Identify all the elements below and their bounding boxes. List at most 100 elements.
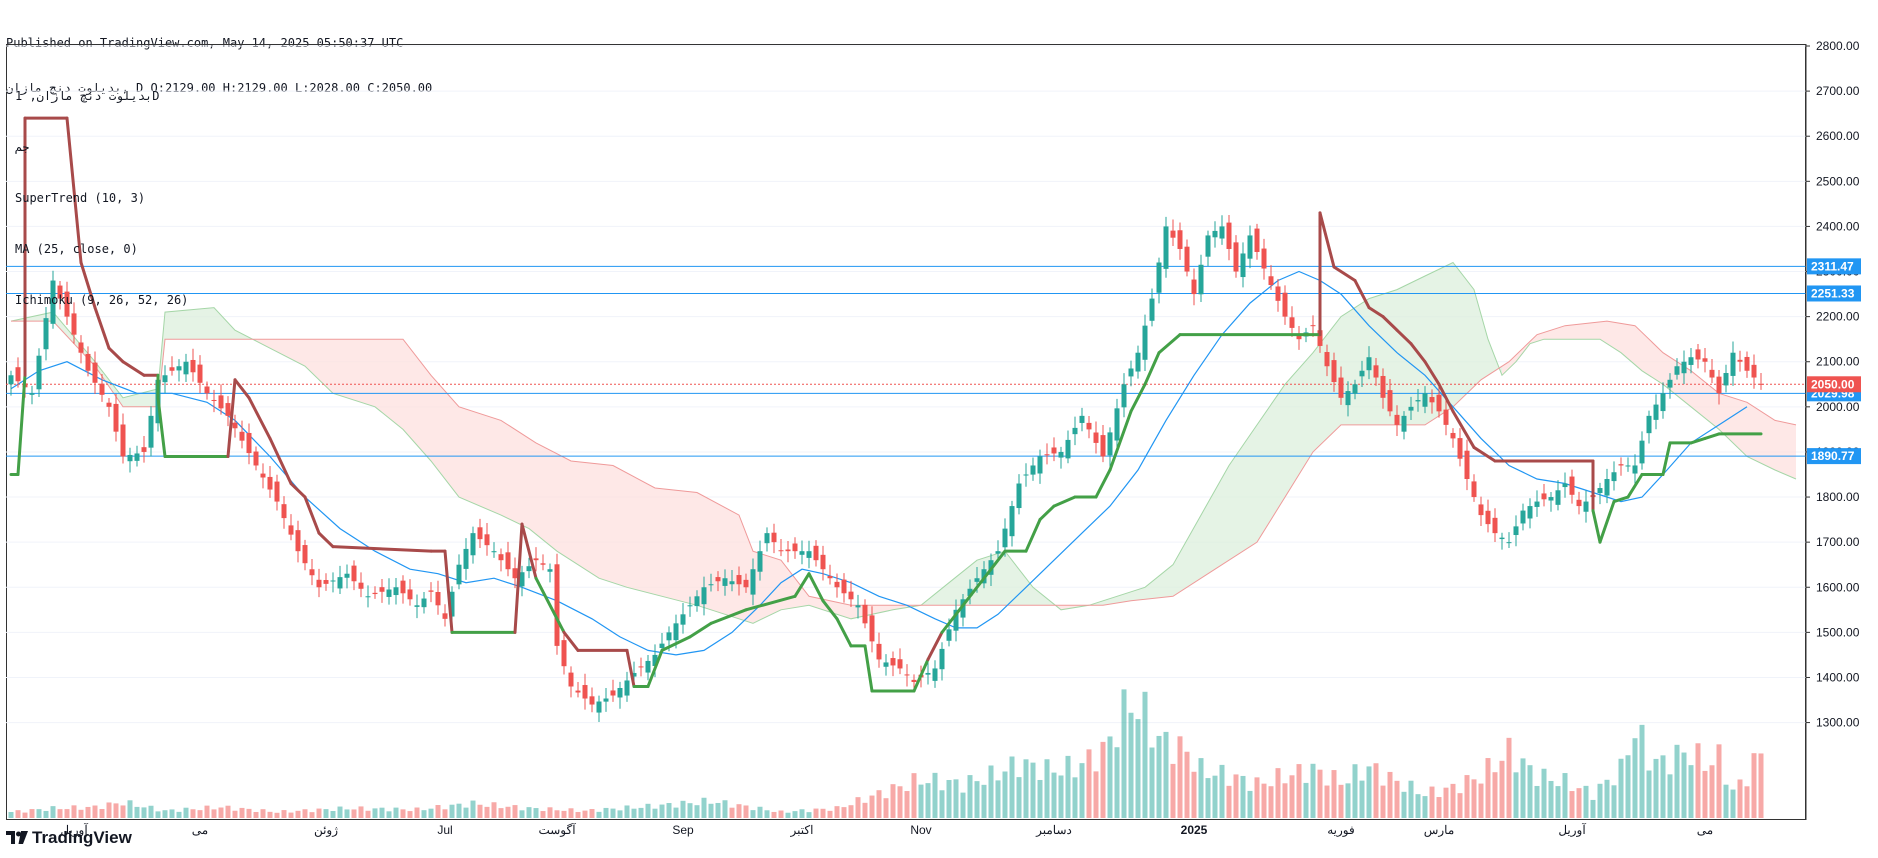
candle-body <box>1688 357 1694 365</box>
cloud-segment <box>431 375 438 470</box>
tradingview-footer[interactable]: TradingView <box>6 828 132 848</box>
candle <box>1030 457 1036 481</box>
candle-body <box>638 666 644 668</box>
candle-body <box>1352 384 1358 394</box>
candle <box>1142 314 1148 372</box>
volume-bar <box>1443 787 1449 818</box>
volume-bar <box>1149 747 1155 818</box>
legend-supertrend[interactable]: SuperTrend (10, 3) <box>15 191 146 205</box>
candle <box>386 578 392 605</box>
candle <box>820 545 826 581</box>
price-axis: 1300.00 1400.00 1500.00 1600.00 1700.00 1800.… <box>1805 39 1861 820</box>
candle-body <box>1233 242 1239 272</box>
volume-bar <box>722 800 728 818</box>
candle <box>1429 389 1435 414</box>
cloud-segment <box>1404 282 1411 425</box>
candle-body <box>43 318 49 350</box>
volume-bar <box>435 805 441 818</box>
volume-bar <box>1492 772 1498 818</box>
candle <box>1702 347 1708 373</box>
cloud-segment <box>1656 345 1663 385</box>
candle-body <box>1296 335 1302 340</box>
supertrend-segment <box>625 648 636 688</box>
candle-body <box>1639 440 1645 464</box>
candle-body <box>855 605 861 608</box>
volume-bar <box>1380 785 1386 818</box>
volume-bar <box>1604 779 1610 818</box>
volume-bar <box>477 804 483 818</box>
volume-bar <box>1128 712 1134 818</box>
candle <box>1436 383 1442 418</box>
candle-body <box>1317 330 1323 346</box>
candle <box>876 632 882 668</box>
ichimoku-span-b <box>11 320 1797 606</box>
candle-body <box>183 361 189 375</box>
candle-body <box>407 589 413 600</box>
candle <box>1737 350 1743 372</box>
price-tick-label: 2700.00 <box>1816 84 1860 98</box>
volume-bar <box>582 810 588 818</box>
volume-bar <box>624 805 630 818</box>
supertrend-segment <box>926 630 944 661</box>
candle <box>603 687 609 712</box>
volume-bar <box>890 784 896 818</box>
candle-body <box>1583 501 1589 512</box>
supertrend-segment <box>1129 382 1147 413</box>
candle-body <box>302 545 308 564</box>
cloud-segment <box>1425 272 1432 425</box>
legend-ichimoku[interactable]: Ichimoku (9, 26, 52, 26) <box>15 293 189 307</box>
legend-ma[interactable]: MA (25, close, 0) <box>15 242 138 256</box>
time-tick-label: فوریه <box>1327 823 1355 837</box>
volume-bar <box>1730 789 1736 818</box>
cloud-segment <box>165 311 172 340</box>
candle <box>925 661 931 685</box>
volume-bar <box>946 779 952 818</box>
candle <box>883 654 889 676</box>
volume-bar <box>855 797 861 818</box>
cloud-segment <box>361 339 368 405</box>
candle-body <box>547 569 553 572</box>
cloud-segment <box>515 429 522 526</box>
candle-body <box>1044 454 1050 456</box>
supertrend-segment <box>709 608 748 625</box>
candle <box>610 679 616 702</box>
cloud-segment <box>1264 404 1271 531</box>
volume-bar <box>981 784 987 818</box>
volume-bar <box>225 805 231 818</box>
cloud-segment <box>319 339 326 387</box>
candle-body <box>1163 226 1169 269</box>
volume-bar <box>939 790 945 818</box>
candle <box>64 281 70 325</box>
candle <box>344 564 350 589</box>
cloud-segment <box>1292 368 1299 486</box>
supertrend-segment <box>331 545 433 553</box>
volume-bar <box>757 806 763 818</box>
volume-bar <box>253 812 259 818</box>
candle-body <box>953 609 959 631</box>
volume-bar <box>533 808 539 818</box>
price-tick-label: 1400.00 <box>1816 670 1860 684</box>
supertrend-segment <box>793 572 811 598</box>
supertrend-segment <box>1612 495 1630 504</box>
cloud-segment <box>564 457 571 561</box>
cloud-segment <box>725 507 732 617</box>
candle <box>743 573 749 593</box>
volume-bar <box>8 812 14 818</box>
price-tick-label: 1300.00 <box>1816 716 1860 730</box>
cloud-segment <box>1593 321 1600 340</box>
volume-bar <box>1576 788 1582 818</box>
cloud-segment <box>1124 591 1131 602</box>
candle <box>792 537 798 559</box>
volume-bar <box>456 803 462 818</box>
cloud-segment <box>494 418 501 516</box>
cloud-segment <box>1348 307 1355 425</box>
candle-body <box>1499 537 1505 540</box>
volume-bar <box>575 812 581 818</box>
candle <box>1730 341 1736 386</box>
volume-bar <box>29 809 35 818</box>
candle-body <box>967 588 973 596</box>
candle <box>1506 532 1512 549</box>
volume-bar <box>869 795 875 818</box>
candle <box>1380 368 1386 409</box>
